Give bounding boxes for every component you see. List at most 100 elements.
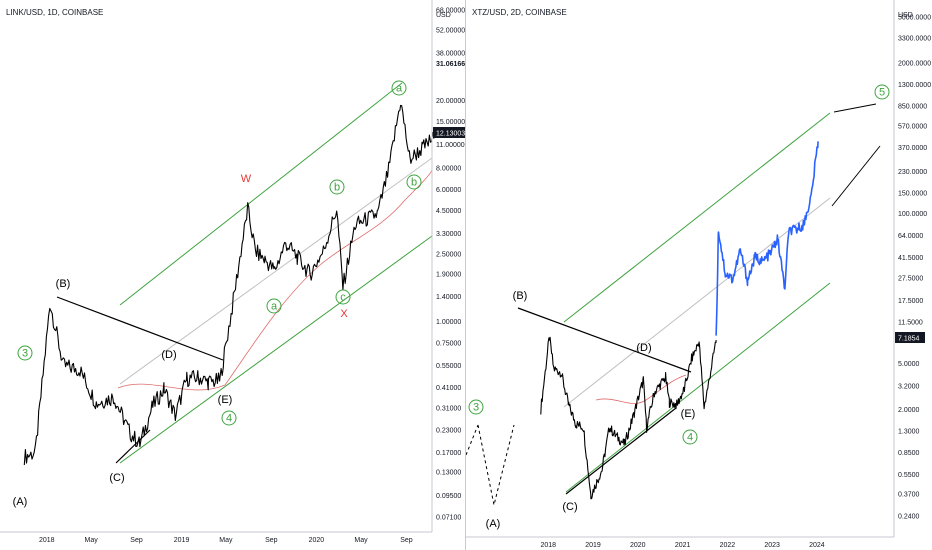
left-y-tick-label: 0.31000: [436, 406, 461, 413]
left-wave-B: (B): [56, 278, 71, 290]
right-y-tick-label: 41.5000: [898, 255, 923, 262]
right-y-tick-label: 2.0000: [898, 407, 920, 414]
left-x-tick-label: May: [84, 537, 98, 544]
xtz-chart-panel[interactable]: USD 5000.0000 3300.0000 2000.0000 1300.0000 8…: [466, 0, 932, 550]
left-y-tick-label: 11.00000: [436, 142, 465, 149]
right-y-tick-label: 3.2000: [898, 383, 920, 390]
left-x-tick-label: May: [354, 537, 368, 544]
left-wave-3-circle: [17, 345, 33, 361]
left-channel-lower: [119, 235, 433, 464]
left-y-tick-label: 68.00000: [436, 8, 465, 15]
left-triangle-upper: [56, 296, 224, 361]
left-wave-b1: b: [334, 182, 340, 194]
left-y-tick-label: 0.55000: [436, 363, 461, 370]
left-x-tick-label: 2019: [174, 537, 190, 544]
right-wave-C: (C): [562, 501, 577, 513]
right-channel-mid: [563, 197, 831, 408]
left-wave-C: (C): [109, 472, 124, 484]
right-y-tick-label: 1300.0000: [898, 82, 931, 89]
left-y-tick-label: 3.30000: [436, 231, 461, 238]
left-price-axis: USD68.0000052.0000038.0000020.0000015.00…: [0, 0, 466, 533]
right-projection-line-5: [833, 103, 877, 113]
right-x-tick-label: 2018: [540, 542, 556, 549]
right-wave-4-circle: [682, 429, 698, 445]
right-y-tick-label: 0.8500: [898, 450, 920, 457]
left-x-tick-label: 2018: [39, 537, 55, 544]
left-wave-c: c: [340, 292, 346, 304]
right-wave-3: 3: [473, 402, 479, 414]
right-moving-average: [595, 374, 687, 404]
right-y-tick-label: 3300.0000: [898, 35, 931, 42]
right-channel-lower: [565, 282, 831, 493]
left-moving-average: [117, 169, 433, 391]
link-chart-panel[interactable]: USD 68.00000 52.00000 38.00000 20.00000 15.00…: [0, 0, 466, 550]
left-x-tick-label: Sep: [400, 537, 413, 544]
left-wave-a2-circle: [391, 80, 407, 96]
right-price-series-0: [540, 336, 717, 500]
left-wave-W: W: [241, 173, 252, 185]
right-y-tick-label: 230.0000: [898, 169, 927, 176]
right-price-series-1: [715, 141, 819, 336]
right-triangle-upper: [517, 307, 692, 373]
right-y-tick-label: 5000.0000: [898, 15, 931, 22]
left-y-tick-label: 0.23000: [436, 428, 461, 435]
right-time-axis: 2018 2019 2020 2021 2022 2023 2024: [540, 542, 824, 549]
left-wave-labels: (B) (D) (E) (C) (A) 3 4 a b c a b W X: [13, 80, 422, 508]
right-y-tick-label: 64.0000: [898, 233, 923, 240]
left-y-tick-label: 20.00000: [436, 98, 465, 105]
left-wave-3: 3: [22, 348, 28, 360]
right-last-price-text: 7.1854: [898, 336, 920, 343]
left-wave-A: (A): [13, 496, 28, 508]
left-y-tick-label: 0.17000: [436, 450, 461, 457]
left-y-tick-label: 0.75000: [436, 340, 461, 347]
right-wave-A: (A): [486, 518, 501, 530]
right-y-tick-label: 17.5000: [898, 298, 923, 305]
right-wave-B: (B): [513, 290, 528, 302]
left-y-tick-label: 0.09500: [436, 493, 461, 500]
right-x-tick-label: 2020: [630, 542, 646, 549]
left-wave-a2: a: [396, 83, 403, 95]
left-x-tick-label: Sep: [265, 537, 278, 544]
right-y-tick-label: 850.0000: [898, 104, 927, 111]
left-drawings: [56, 82, 433, 464]
left-y-tick-label: 15.00000: [436, 119, 465, 126]
link-chart[interactable]: USD68.0000052.0000038.0000020.0000015.00…: [0, 0, 466, 550]
xtz-symbol-label: XTZ/USD, 2D, COINBASE: [472, 8, 567, 17]
panel-divider: [465, 0, 466, 550]
left-x-tick-label: 2020: [309, 537, 325, 544]
right-y-tick-label: 2000.0000: [898, 61, 931, 68]
right-y-tick-label: 100.0000: [898, 211, 927, 218]
right-last-price-badge: [895, 332, 925, 343]
right-wave-5-circle: [874, 84, 890, 100]
left-wave-a1: a: [271, 301, 278, 313]
left-y-tick-label: 0.13000: [436, 470, 461, 477]
right-triangle-lower: [565, 407, 677, 495]
right-unit-label: USD: [898, 12, 913, 19]
left-y-tick-label: 1.00000: [436, 319, 461, 326]
right-y-tick-label: 0.3700: [898, 492, 920, 499]
left-wave-b2: b: [411, 177, 417, 189]
left-x-tick-label: May: [219, 537, 233, 544]
left-price-series: [23, 104, 435, 466]
left-wave-4-circle: [221, 410, 237, 426]
right-x-tick-label: 2023: [764, 542, 780, 549]
left-channel-mid: [119, 157, 433, 385]
left-price-series-0: [23, 104, 435, 466]
right-wave-3-circle: [468, 399, 484, 415]
left-last-price-text: 12.13003: [436, 131, 465, 138]
left-y-tick-label: 1.90000: [436, 272, 461, 279]
link-symbol-label: LINK/USD, 1D, COINBASE: [6, 8, 104, 17]
left-y-tick-label: 4.50000: [436, 208, 461, 215]
left-channel-upper: [119, 82, 403, 306]
left-y-tick-label: 0.41000: [436, 385, 461, 392]
left-y-tick-label: 6.00000: [436, 187, 461, 194]
right-y-tick-label: 1.3000: [898, 429, 920, 436]
left-time-axis: 2018 May Sep 2019 May Sep 2020 May Sep: [39, 537, 413, 544]
left-wave-X: X: [340, 308, 348, 320]
right-x-tick-label: 2019: [585, 542, 601, 549]
left-wave-b1-circle: [329, 179, 345, 195]
right-x-tick-label: 2022: [720, 542, 736, 549]
right-y-tick-label: 0.2400: [898, 513, 920, 520]
